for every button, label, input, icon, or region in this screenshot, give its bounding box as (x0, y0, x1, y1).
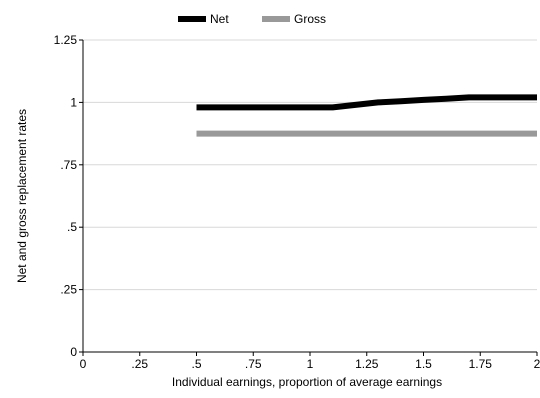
gridlines (83, 39, 537, 291)
y-tick-label: 1.25 (54, 33, 78, 47)
x-tick-label: 1.25 (355, 357, 379, 371)
legend: Net Gross (178, 12, 326, 26)
x-tick-label: 0 (80, 357, 87, 371)
series-layer (196, 94, 537, 137)
y-tick-label: .75 (60, 158, 77, 172)
x-tick-label: 1.5 (415, 357, 432, 371)
legend-item-gross: Gross (262, 12, 326, 26)
legend-item-net: Net (178, 12, 229, 26)
y-tick-label: .25 (60, 283, 77, 297)
axes (79, 39, 538, 356)
legend-label-gross: Gross (294, 12, 326, 26)
y-tick-label: .5 (67, 220, 77, 234)
series-line-net (196, 94, 537, 111)
x-tick-label: 2 (534, 357, 540, 371)
y-axis-title: Net and gross replacement rates (15, 109, 29, 283)
x-tick-label: 1.75 (469, 357, 493, 371)
y-tick-label: 1 (70, 95, 77, 109)
x-tick-label: 1 (307, 357, 314, 371)
legend-label-net: Net (210, 12, 229, 26)
x-tick-label: .75 (245, 357, 262, 371)
tick-labels: 0 .25 .5 .75 1 1.25 0 .25 .5 .75 1 1.25 1.5 1.75 2 (54, 33, 540, 371)
y-tick-label: 0 (70, 345, 77, 359)
x-axis-title: Individual earnings, proportion of avera… (172, 375, 442, 389)
x-tick-label: .25 (131, 357, 148, 371)
x-tick-label: .5 (191, 357, 201, 371)
